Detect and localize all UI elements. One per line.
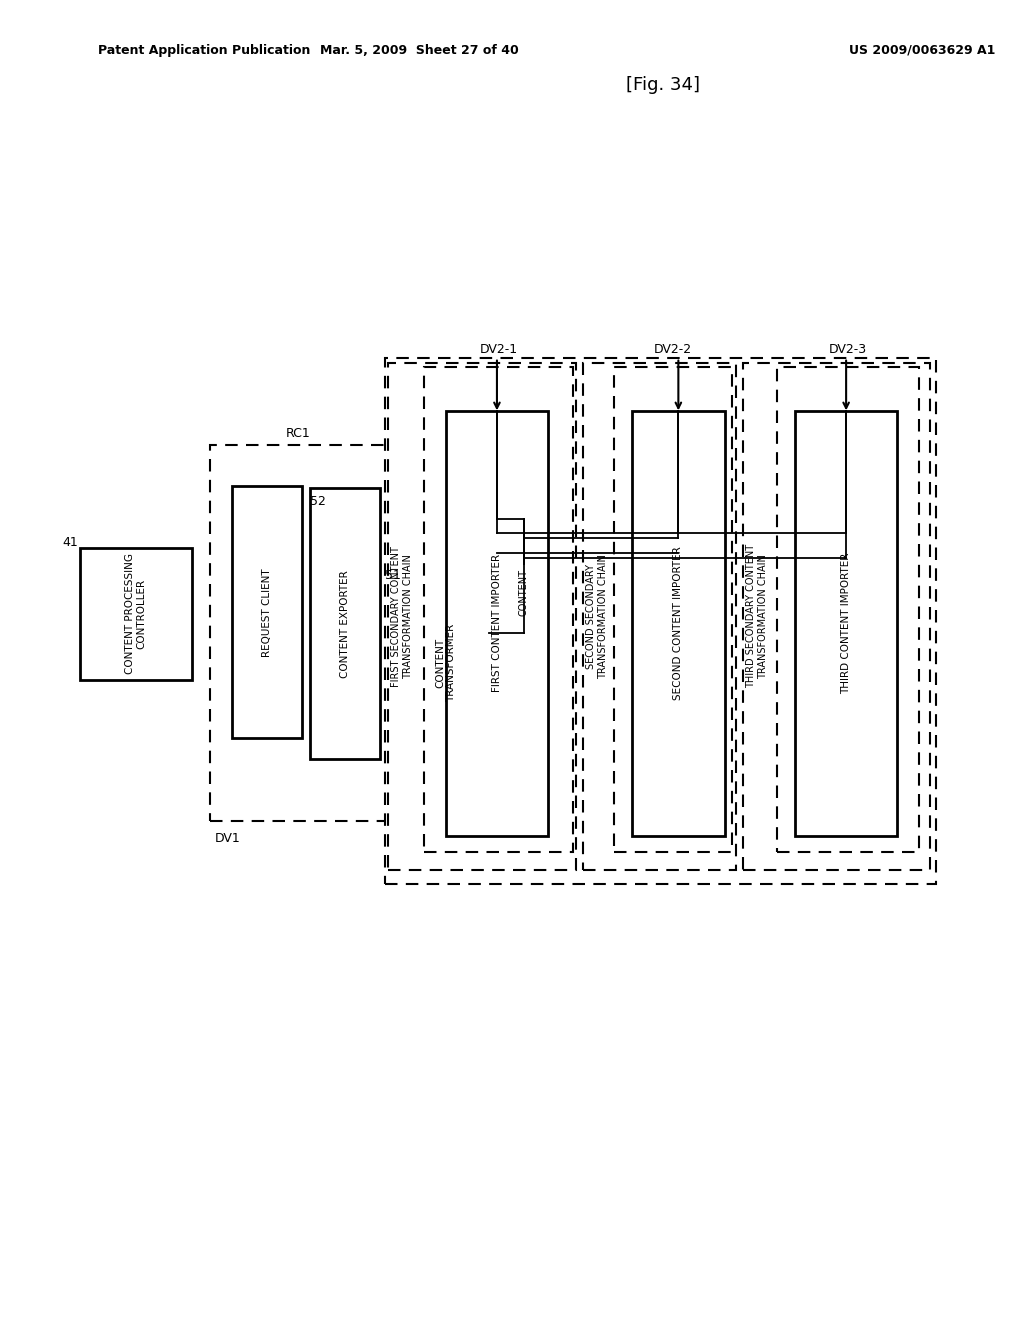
Bar bbox=[424, 367, 572, 853]
Text: DV1: DV1 bbox=[215, 832, 241, 845]
Text: CONTENT
TRANSFORMER: CONTENT TRANSFORMER bbox=[435, 623, 457, 701]
Text: CONTENT EXPORTER: CONTENT EXPORTER bbox=[340, 570, 350, 677]
Text: DV2-3: DV2-3 bbox=[829, 343, 867, 356]
Text: DV2-1: DV2-1 bbox=[479, 343, 517, 356]
Text: CONTENT: CONTENT bbox=[519, 569, 528, 616]
Bar bbox=[402, 587, 488, 738]
Text: 52: 52 bbox=[310, 495, 326, 507]
Text: SECOND SECONDARY
TRANSFORMATION CHAIN: SECOND SECONDARY TRANSFORMATION CHAIN bbox=[586, 553, 607, 678]
Text: DV2-2: DV2-2 bbox=[654, 343, 692, 356]
Bar bbox=[777, 367, 919, 853]
Bar bbox=[584, 363, 736, 870]
Text: SECOND CONTENT IMPORTER: SECOND CONTENT IMPORTER bbox=[674, 546, 683, 701]
Text: Patent Application Publication: Patent Application Publication bbox=[97, 44, 310, 57]
Bar bbox=[632, 412, 725, 836]
Bar bbox=[743, 363, 931, 870]
Text: REQUEST CLIENT: REQUEST CLIENT bbox=[262, 568, 272, 656]
Bar bbox=[795, 412, 897, 836]
Bar bbox=[445, 412, 548, 836]
Text: US 2009/0063629 A1: US 2009/0063629 A1 bbox=[849, 44, 995, 57]
Text: 41: 41 bbox=[62, 536, 78, 549]
Text: THIRD SECONDARY CONTENT
TRANSFORMATION CHAIN: THIRD SECONDARY CONTENT TRANSFORMATION C… bbox=[746, 544, 768, 688]
Bar bbox=[80, 548, 193, 680]
Text: 51: 51 bbox=[385, 569, 401, 582]
Text: Mar. 5, 2009  Sheet 27 of 40: Mar. 5, 2009 Sheet 27 of 40 bbox=[321, 44, 519, 57]
Bar bbox=[385, 358, 936, 884]
Bar bbox=[614, 367, 731, 853]
Text: FIRST CONTENT IMPORTER: FIRST CONTENT IMPORTER bbox=[492, 554, 502, 693]
Bar bbox=[210, 445, 390, 821]
Bar bbox=[388, 363, 577, 870]
Text: [Fig. 34]: [Fig. 34] bbox=[627, 75, 700, 94]
Text: RC1: RC1 bbox=[286, 428, 310, 440]
Bar bbox=[490, 565, 557, 620]
Text: THIRD CONTENT IMPORTER: THIRD CONTENT IMPORTER bbox=[841, 553, 851, 694]
Text: CONTENT PROCESSING
CONTROLLER: CONTENT PROCESSING CONTROLLER bbox=[125, 553, 146, 675]
Bar bbox=[232, 486, 302, 738]
Text: FIRST SECONDARY CONTENT
TRANSFORMATION CHAIN: FIRST SECONDARY CONTENT TRANSFORMATION C… bbox=[391, 545, 413, 686]
Bar bbox=[310, 488, 380, 759]
